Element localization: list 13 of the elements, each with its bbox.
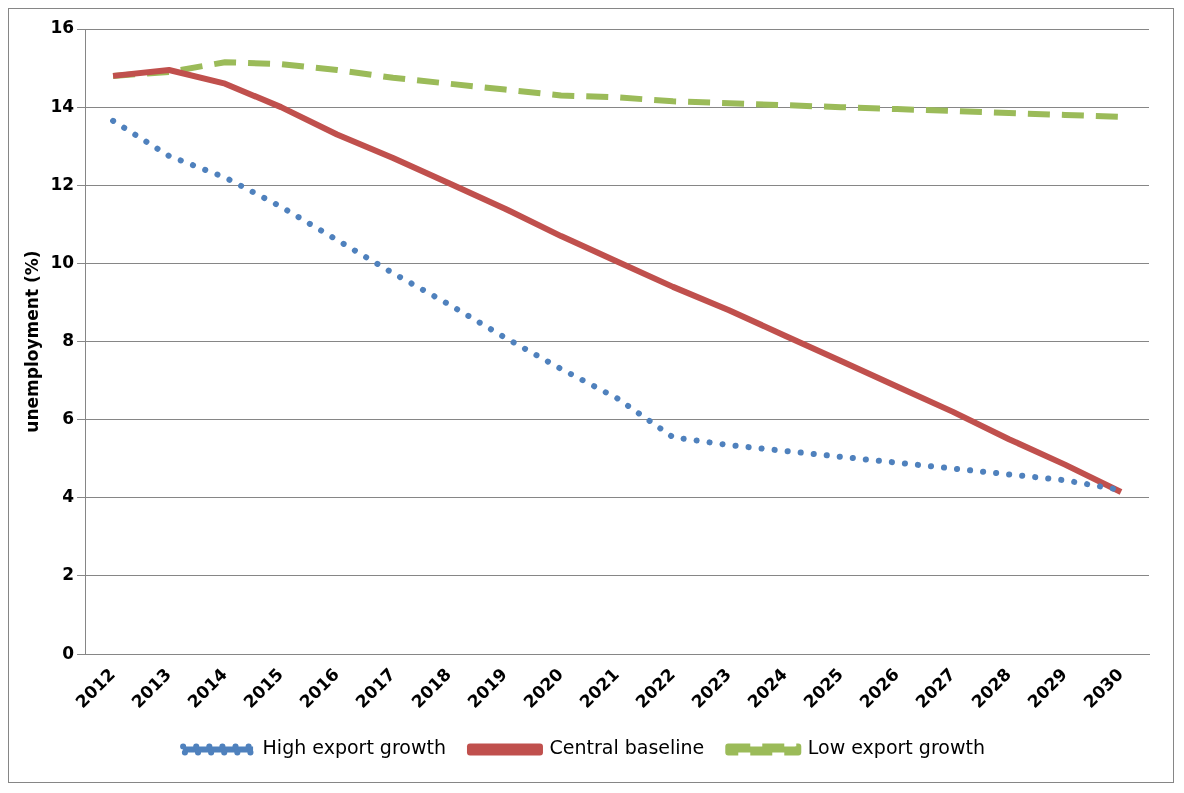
y-tick-label: 10 xyxy=(50,251,75,272)
legend-label: High export growth xyxy=(262,736,446,759)
y-tick-label: 14 xyxy=(50,95,75,116)
y-axis-title: unemployment (%) xyxy=(21,250,42,433)
y-tick-label: 2 xyxy=(62,564,75,585)
legend-label: Central baseline xyxy=(549,736,705,759)
y-tick-label: 4 xyxy=(62,486,75,507)
y-tick-label: 6 xyxy=(62,408,75,429)
y-tick-label: 12 xyxy=(50,173,75,194)
y-tick-label: 16 xyxy=(50,17,75,38)
y-tick-label: 8 xyxy=(62,329,75,350)
y-tick-label: 0 xyxy=(62,642,75,663)
legend-label: Low export growth xyxy=(807,736,985,759)
